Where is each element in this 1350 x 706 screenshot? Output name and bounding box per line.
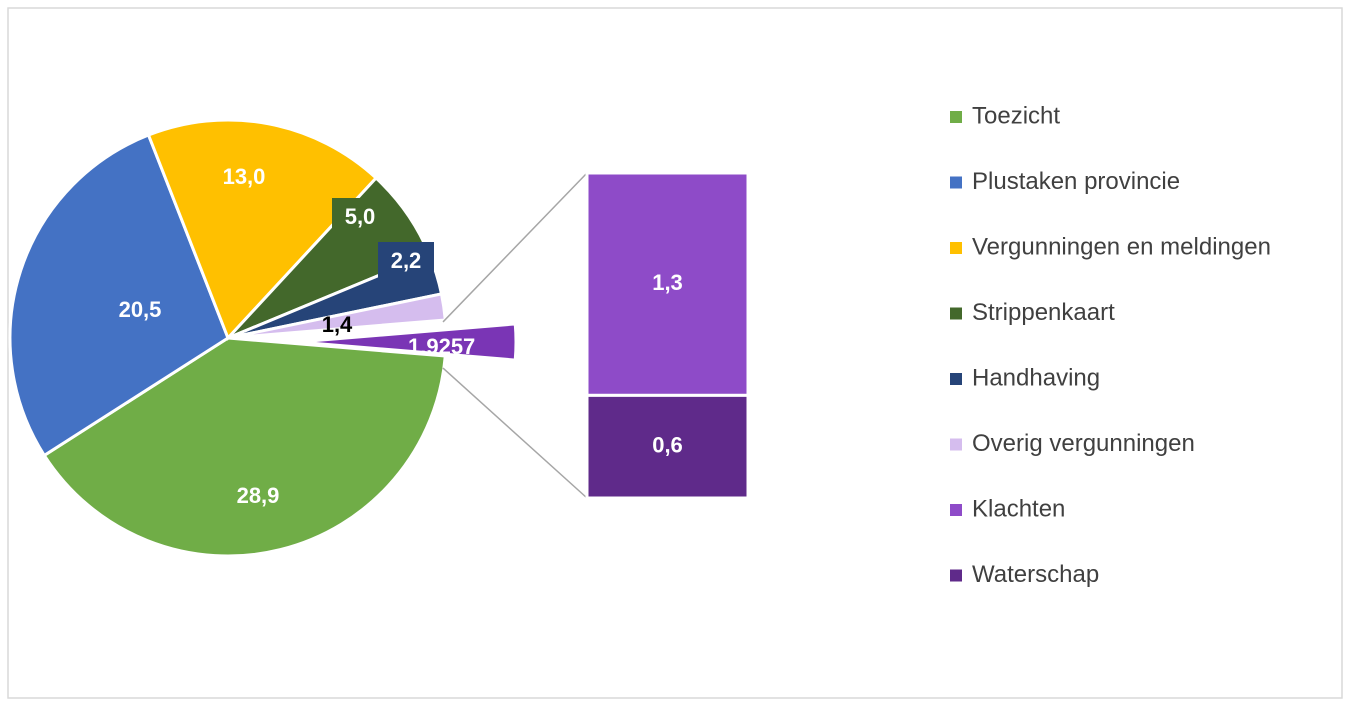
legend-label: Vergunningen en meldingen: [972, 233, 1271, 260]
legend-swatch: [950, 504, 962, 516]
bar-segment: [585, 171, 750, 397]
legend-label: Strippenkaart: [972, 299, 1115, 326]
legend-swatch: [950, 242, 962, 254]
data-label: 2,2: [391, 248, 422, 273]
legend-swatch: [950, 438, 962, 451]
legend-swatch: [950, 569, 962, 582]
legend-swatch: [950, 307, 962, 320]
pie-slice: [146, 118, 379, 341]
bar-segment: [585, 393, 750, 500]
data-label: 28,9: [237, 483, 280, 508]
legend-label: Overig vergunningen: [972, 430, 1195, 457]
legend-swatch: [950, 176, 962, 189]
data-label: 0,6: [652, 432, 683, 457]
data-label: 20,5: [119, 297, 162, 322]
label-box: [378, 242, 434, 282]
legend-label: Waterschap: [972, 561, 1099, 588]
legend-label: Toezicht: [972, 102, 1060, 129]
data-label: 1,4: [322, 312, 353, 337]
legend-swatch: [950, 373, 962, 385]
data-label: 5,0: [345, 204, 376, 229]
legend-swatch: [950, 111, 962, 123]
legend-label: Klachten: [972, 495, 1065, 522]
data-label: 13,0: [223, 164, 266, 189]
connector: [442, 172, 588, 323]
data-label: 1,3: [652, 270, 683, 295]
pie-slice: [8, 133, 230, 458]
label-box: [332, 198, 388, 238]
data-label: 1.9257: [408, 334, 475, 359]
pie-slice-other: [297, 322, 518, 362]
connector: [442, 367, 588, 499]
legend-label: Plustaken provincie: [972, 168, 1180, 195]
legend-label: Handhaving: [972, 364, 1100, 391]
